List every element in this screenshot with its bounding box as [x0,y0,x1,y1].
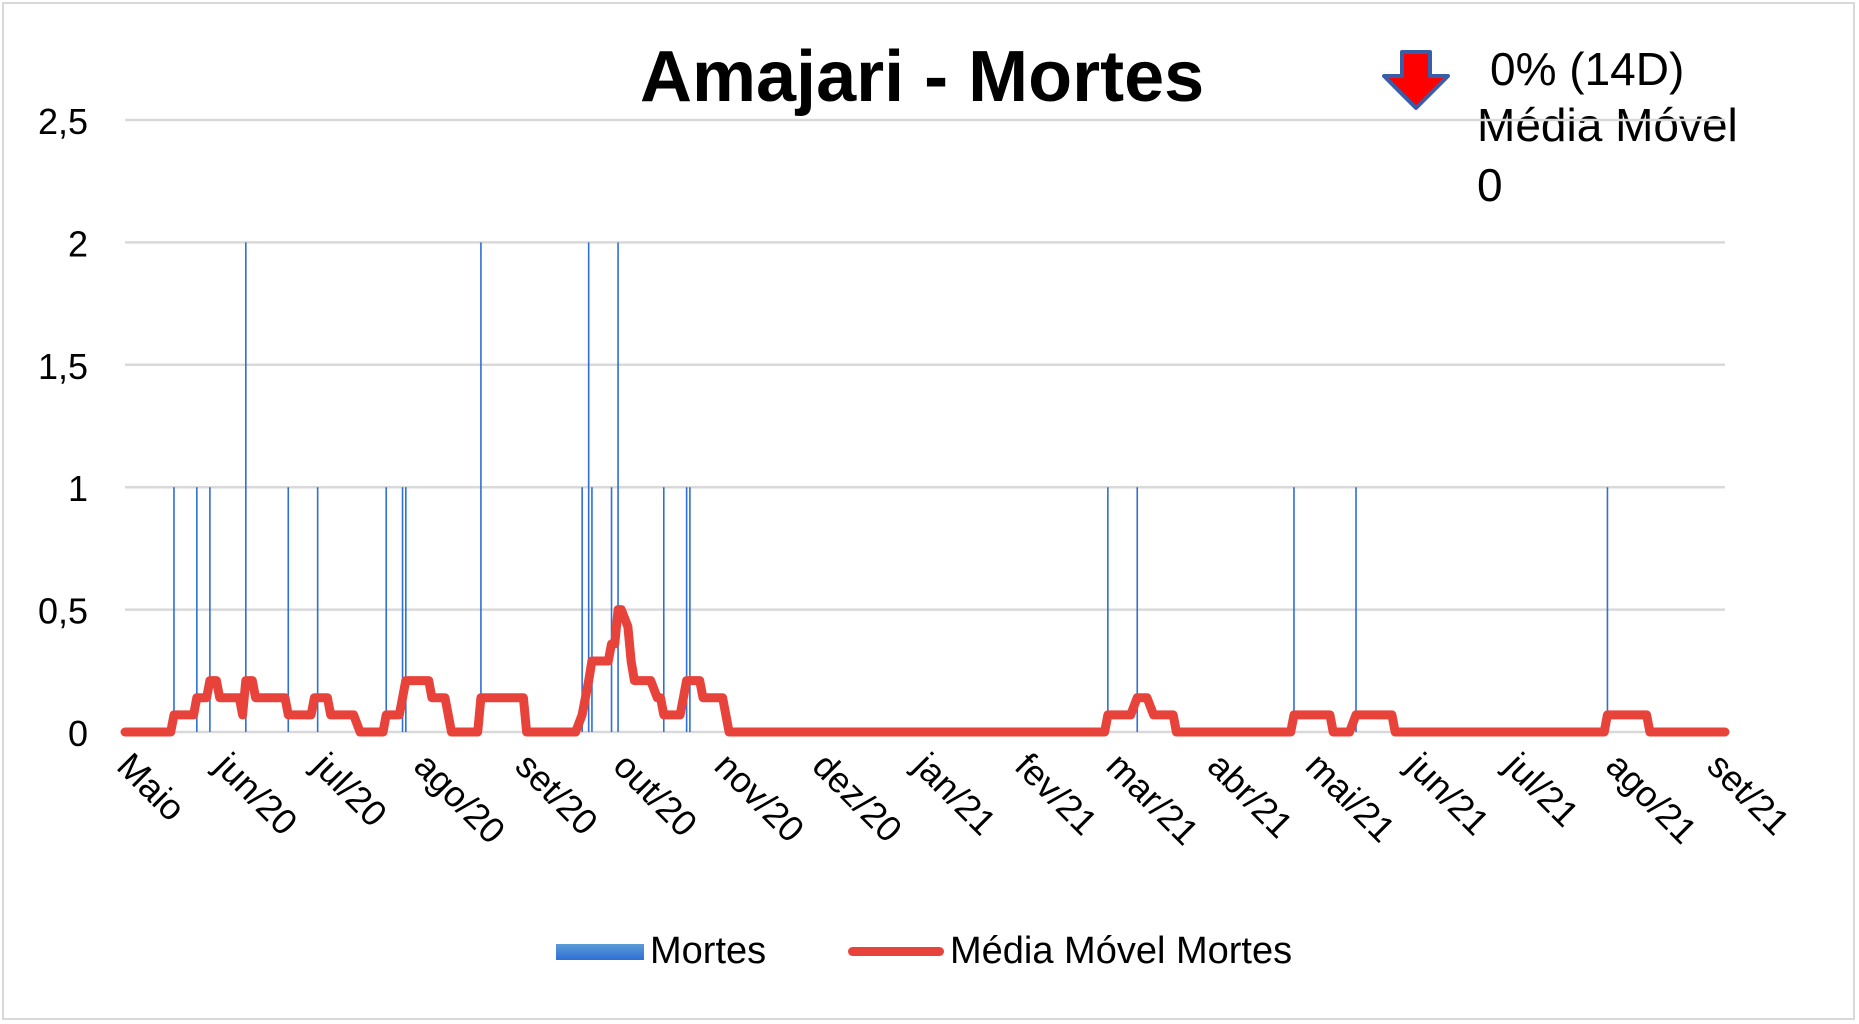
bar [405,487,407,732]
x-tick-label: ago/20 [406,745,513,852]
bar [245,242,247,732]
chart-title: Amajari - Mortes [640,37,1205,117]
y-tick-label: 2 [68,223,88,264]
bar [617,242,619,732]
bar [1136,487,1139,732]
bar [587,242,590,732]
legend-item-mortes: Mortes [556,930,766,973]
bar [610,487,613,732]
x-tick-label: jan/21 [905,744,1004,843]
moving-average-label: Média Móvel [1477,99,1738,151]
legend-label-mortes: Mortes [650,930,767,972]
y-tick-label: 1,5 [38,346,88,387]
y-tick-label: 0 [68,713,88,754]
legend-swatch-bar [556,943,644,960]
y-tick-label: 2,5 [38,101,88,142]
bar [581,487,583,732]
bar [662,487,665,732]
legend-label-media-movel: Média Móvel Mortes [950,930,1293,972]
bar [316,487,319,732]
x-tick-label: set/21 [1700,745,1798,843]
x-tick-label: abr/21 [1200,745,1301,846]
bar [1107,487,1109,732]
y-tick-label: 1 [68,468,88,509]
bar [480,242,482,732]
x-tick-label: mai/21 [1298,745,1403,850]
x-tick-label: ago/21 [1598,745,1705,852]
x-tick-label: jun/20 [207,744,306,843]
bar [287,487,290,732]
moving-average-value: 0 [1477,159,1503,211]
x-tick-label: jul/20 [305,744,396,835]
x-tick-label: jul/21 [1496,744,1587,835]
x-tick-label: out/20 [606,745,706,845]
bar [209,487,211,732]
x-tick-label: Maio [109,745,193,829]
bar [591,487,593,732]
y-tick-label: 0,5 [38,591,88,632]
bar [1606,487,1609,732]
change-percentage: 0% (14D) [1490,43,1685,95]
bar [385,487,388,732]
x-tick-label: nov/20 [707,745,812,850]
bar [196,487,198,732]
bar [1355,487,1357,732]
bar [173,487,175,732]
x-tick-label: jun/21 [1398,744,1497,843]
down-arrow-icon [1382,50,1450,110]
bar [1293,487,1295,732]
x-tick-label: fev/21 [1007,745,1105,843]
x-tick-label: dez/20 [805,745,910,850]
bar [401,487,404,732]
legend-item-media-movel: Média Móvel Mortes [848,930,1292,973]
moving-average-line [120,605,1730,737]
x-tick-label: set/20 [508,745,606,843]
bar [685,487,688,732]
legend: Mortes Média Móvel Mortes [0,930,1859,980]
bar [689,487,691,732]
legend-swatch-line [848,947,944,956]
x-tick-label: mar/21 [1099,745,1207,853]
